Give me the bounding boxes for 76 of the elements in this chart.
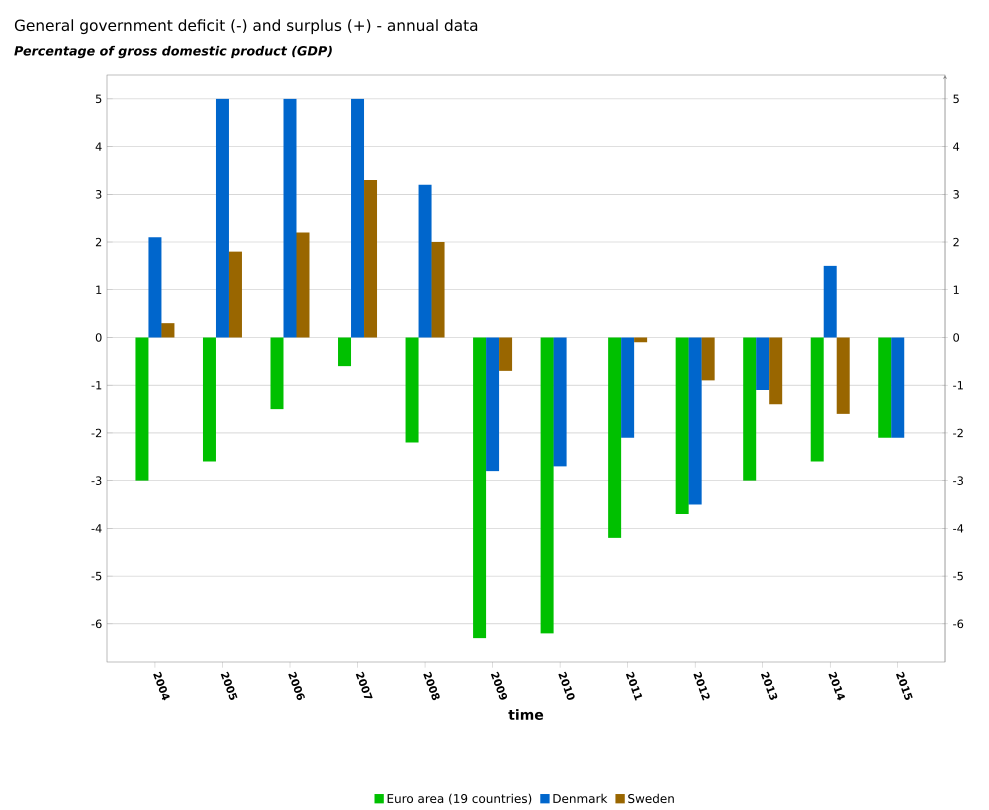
bar bbox=[743, 337, 756, 481]
bar bbox=[891, 337, 904, 438]
bar bbox=[499, 337, 512, 371]
y2-tick-label: 5 bbox=[953, 94, 959, 103]
x-tick-label: 2013 bbox=[760, 672, 778, 700]
bar bbox=[228, 251, 242, 338]
bar bbox=[161, 323, 174, 338]
bar bbox=[148, 237, 162, 338]
x-tick-label: 2009 bbox=[490, 672, 508, 700]
bar bbox=[810, 337, 824, 462]
bar bbox=[283, 98, 296, 338]
y-tick-label: -5 bbox=[92, 572, 102, 580]
y2-tick-label: -5 bbox=[953, 572, 963, 580]
legend-label: Euro area (19 countries) bbox=[388, 794, 532, 804]
bar bbox=[338, 337, 352, 366]
bar bbox=[270, 337, 284, 409]
x-tick-label: 2012 bbox=[693, 672, 710, 700]
legend-label: Sweden bbox=[628, 794, 674, 803]
bar bbox=[824, 266, 837, 338]
y2-tick-label: 1 bbox=[954, 285, 959, 294]
x-tick-label: 2014 bbox=[828, 672, 846, 700]
bar bbox=[216, 98, 229, 338]
y2-tick-label: -6 bbox=[953, 619, 964, 628]
y-tick-label: 0 bbox=[96, 333, 102, 342]
bar bbox=[432, 242, 445, 338]
y-tick-label: -3 bbox=[92, 476, 102, 485]
bar bbox=[364, 180, 378, 338]
x-tick-label: 2010 bbox=[558, 672, 575, 700]
bar bbox=[621, 337, 634, 438]
y-tick-label: -2 bbox=[92, 428, 102, 438]
y-tick-label: -4 bbox=[92, 524, 102, 532]
x-tick-label: 2015 bbox=[896, 672, 913, 700]
x-tick-label: 2006 bbox=[288, 672, 305, 700]
bar bbox=[878, 337, 892, 438]
y-tick-label: -6 bbox=[92, 619, 102, 628]
bar bbox=[634, 337, 648, 342]
chart-subtitle: Percentage of gross domestic product (GDP) bbox=[14, 46, 332, 58]
bar bbox=[202, 337, 216, 462]
bar bbox=[702, 337, 715, 380]
bar bbox=[540, 337, 554, 634]
bar bbox=[418, 184, 432, 338]
bar bbox=[554, 337, 567, 466]
legend-label: Denmark bbox=[553, 794, 608, 803]
y2-tick-label: 2 bbox=[953, 238, 959, 246]
x-tick-label: 2011 bbox=[626, 672, 642, 701]
bar bbox=[608, 337, 622, 538]
bar bbox=[769, 337, 782, 404]
y2-tick-label: -3 bbox=[953, 476, 963, 485]
bar bbox=[688, 337, 702, 504]
y2-tick-label: 4 bbox=[953, 142, 960, 151]
bar bbox=[486, 337, 500, 471]
x-axis-title: time bbox=[508, 709, 544, 720]
bar bbox=[406, 337, 419, 442]
bar bbox=[135, 337, 148, 481]
bar bbox=[756, 337, 770, 390]
y-tick-label: 3 bbox=[96, 190, 102, 198]
bar bbox=[351, 98, 364, 338]
y-tick-label: 5 bbox=[96, 94, 102, 103]
bar bbox=[473, 337, 486, 638]
y2-tick-label: -2 bbox=[953, 428, 963, 438]
bar bbox=[676, 337, 689, 514]
y-tick-label: 1 bbox=[96, 286, 102, 294]
y2-tick-label: -4 bbox=[953, 524, 964, 532]
y2-tick-label: 3 bbox=[953, 190, 959, 198]
y2-tick-label: -1 bbox=[953, 380, 963, 390]
y2-tick-label: 0 bbox=[953, 333, 960, 342]
x-tick-label: 2008 bbox=[423, 672, 440, 700]
chart-title: General government deficit (-) and surplus (+) - annual data bbox=[14, 19, 478, 34]
y-tick-label: 4 bbox=[96, 142, 102, 151]
y-tick-label: -1 bbox=[92, 380, 102, 390]
bar bbox=[296, 232, 310, 338]
bar bbox=[836, 337, 850, 414]
x-tick-label: 2007 bbox=[356, 672, 373, 698]
x-tick-label: 2005 bbox=[220, 672, 238, 700]
x-tick-label: 2004 bbox=[153, 672, 170, 700]
y-tick-label: 2 bbox=[96, 238, 102, 246]
